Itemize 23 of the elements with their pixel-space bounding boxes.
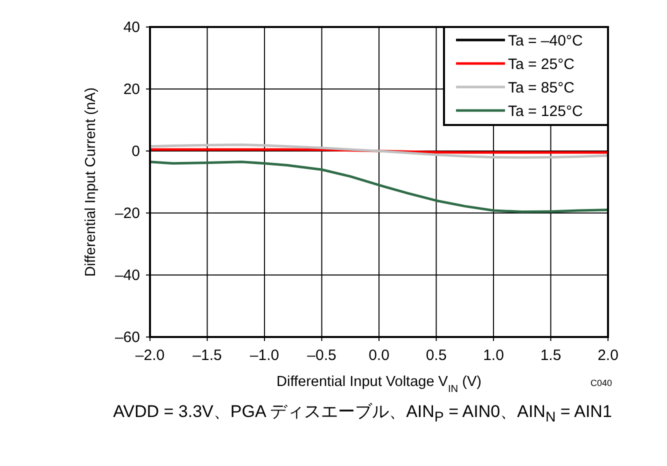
x-tick-label: –2.0 — [135, 347, 165, 364]
y-tick-label: –60 — [114, 329, 140, 346]
x-axis-title: Differential Input Voltage V$_{IN}$ (V) — [276, 374, 482, 394]
y-tick-label: 20 — [123, 81, 140, 98]
legend-label: Ta = 25°C — [508, 56, 575, 73]
x-tick-label: 0.5 — [426, 347, 447, 364]
y-tick-label: 0 — [132, 143, 140, 160]
legend-label: Ta = –40°C — [508, 32, 583, 50]
legend-label: Ta = 125°C — [508, 103, 583, 120]
y-tick-label: –20 — [114, 205, 140, 222]
x-tick-label: 1.5 — [540, 347, 562, 364]
x-tick-label: 1.0 — [483, 347, 504, 364]
x-tick-label: –1.0 — [250, 347, 280, 364]
x-tick-label: –1.5 — [192, 347, 222, 364]
text: C040 — [590, 378, 612, 388]
x-tick-label: 0.0 — [368, 347, 390, 364]
text: AVDD = 3.3V、PGA ディスエーブル、AIN$_{P}$ = AIN0、AIN$_{N}$ = AIN1 — [112, 401, 613, 428]
y-tick-label: –40 — [114, 267, 140, 284]
x-tick-label: –0.5 — [307, 347, 336, 364]
y-axis-title: Differential Input Current (nA) — [83, 87, 99, 277]
legend-label: Ta = 85°C — [508, 80, 575, 96]
x-tick-label: 2.0 — [598, 347, 618, 364]
y-tick-label: 40 — [123, 19, 140, 36]
